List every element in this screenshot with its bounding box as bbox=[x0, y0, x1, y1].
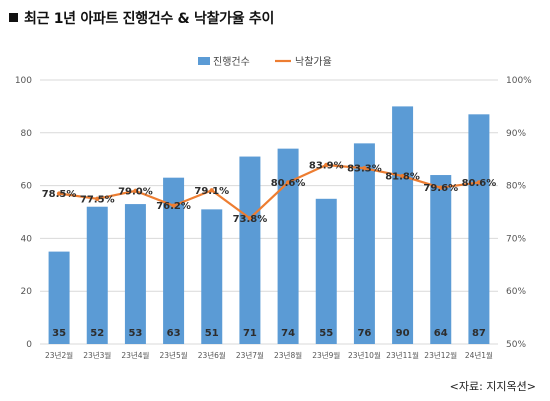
x-tick-label: 23년12월 bbox=[424, 350, 457, 360]
y-right-tick-label: 80% bbox=[506, 182, 526, 192]
bar bbox=[239, 156, 261, 344]
bar-value-label: 76 bbox=[357, 328, 371, 339]
chart-title: 최근 1년 아파트 진행건수 & 낙찰가율 추이 bbox=[9, 8, 274, 28]
bar-value-label: 64 bbox=[434, 328, 448, 339]
source-note: <자료: 지지옥션> bbox=[449, 380, 536, 393]
line-point bbox=[285, 180, 291, 185]
bar bbox=[468, 114, 490, 344]
chart-title-text: 최근 1년 아파트 진행건수 & 낙찰가율 추이 bbox=[24, 11, 275, 27]
line-point bbox=[209, 188, 214, 193]
x-tick-label: 23년11월 bbox=[386, 350, 419, 360]
y-left-tick-label: 0 bbox=[26, 340, 32, 350]
legend-label: 낙찰가율 bbox=[295, 56, 332, 68]
line-value-label: 79.1% bbox=[194, 186, 229, 197]
series-line-낙찰가율 bbox=[58, 163, 480, 220]
x-tick-label: 23년10월 bbox=[348, 350, 381, 360]
bar bbox=[315, 198, 337, 344]
line-point bbox=[362, 165, 367, 171]
line-value-label: 76.2% bbox=[156, 201, 191, 212]
y-right-tick-label: 100% bbox=[506, 76, 532, 86]
bar-value-label: 53 bbox=[128, 328, 142, 339]
y-right-tick-label: 60% bbox=[506, 287, 526, 297]
title-bullet-icon bbox=[9, 13, 18, 22]
x-tick-label: 23년8월 bbox=[274, 350, 302, 360]
x-tick-label: 23년2월 bbox=[45, 350, 73, 360]
bar bbox=[201, 209, 223, 344]
x-tick-label: 23년5월 bbox=[160, 350, 188, 360]
y-left-tick-label: 60 bbox=[21, 182, 33, 192]
bar bbox=[86, 206, 108, 344]
line-point bbox=[95, 196, 100, 201]
bar bbox=[392, 106, 414, 345]
bar-value-label: 35 bbox=[52, 328, 66, 339]
line-value-label: 80.6% bbox=[462, 178, 497, 189]
x-tick-label: 23년3월 bbox=[83, 350, 111, 360]
bar-value-label: 90 bbox=[396, 328, 410, 339]
bar-value-label: 87 bbox=[472, 328, 486, 339]
line-value-label: 80.6% bbox=[271, 178, 306, 189]
bar-value-label: 52 bbox=[90, 328, 104, 339]
line-point bbox=[133, 188, 138, 194]
line-value-label: 73.8% bbox=[233, 214, 268, 225]
line-point bbox=[476, 180, 482, 185]
line-value-label: 83.3% bbox=[347, 164, 382, 175]
bar-value-label: 74 bbox=[281, 328, 295, 339]
x-tick-label: 23년7월 bbox=[236, 350, 264, 360]
y-right-tick-label: 90% bbox=[506, 129, 526, 139]
x-tick-label: 24년1월 bbox=[465, 350, 493, 360]
line-value-label: 81.8% bbox=[385, 172, 420, 183]
y-left-tick-label: 40 bbox=[21, 234, 33, 244]
line-point bbox=[171, 203, 176, 208]
line-point bbox=[400, 173, 405, 179]
line-value-label: 78.5% bbox=[42, 189, 77, 200]
bar-value-label: 63 bbox=[167, 328, 181, 339]
y-right-tick-label: 50% bbox=[506, 340, 526, 350]
legend-label: 진행건수 bbox=[213, 56, 250, 68]
x-tick-label: 23년4월 bbox=[121, 350, 149, 360]
y-left-tick-label: 100 bbox=[15, 76, 32, 86]
line-point bbox=[56, 191, 62, 196]
bar bbox=[48, 251, 70, 344]
bar bbox=[277, 148, 299, 344]
y-right-tick-label: 70% bbox=[506, 234, 526, 244]
bar bbox=[163, 177, 185, 344]
bar-value-label: 55 bbox=[319, 328, 333, 339]
line-value-label: 77.5% bbox=[80, 194, 115, 205]
y-left-tick-label: 20 bbox=[21, 287, 33, 297]
bar-value-label: 51 bbox=[205, 328, 219, 339]
legend-swatch-bar bbox=[198, 57, 210, 65]
x-tick-label: 23년9월 bbox=[312, 350, 340, 360]
line-point bbox=[438, 185, 443, 190]
line-value-label: 83.9% bbox=[309, 161, 344, 172]
bar bbox=[353, 143, 375, 344]
line-point bbox=[324, 162, 329, 168]
x-tick-label: 23년6월 bbox=[198, 350, 226, 360]
bar-value-label: 71 bbox=[243, 328, 257, 339]
bar bbox=[430, 175, 452, 344]
line-value-label: 79.0% bbox=[118, 186, 153, 197]
line-point bbox=[247, 216, 253, 221]
y-left-tick-label: 80 bbox=[21, 129, 33, 139]
bar bbox=[124, 204, 146, 344]
line-value-label: 79.6% bbox=[423, 183, 458, 194]
